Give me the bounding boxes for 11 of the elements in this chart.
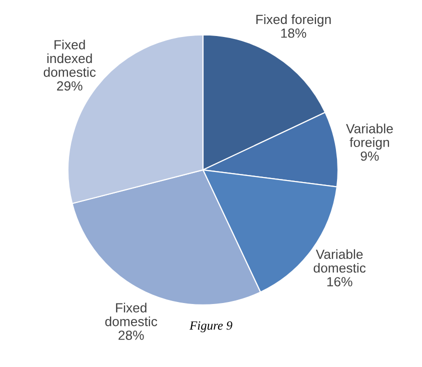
- caption: Figure 9: [189, 321, 232, 332]
- data-label: 18%: [281, 28, 306, 38]
- slice-label: Variable domestic: [314, 249, 366, 273]
- slice-label: Fixed foreign: [256, 14, 331, 27]
- slice-label: Variable foreign: [346, 124, 393, 150]
- slice-label: Fixed indexed domestic: [44, 40, 96, 77]
- data-label: 29%: [57, 81, 82, 91]
- data-label: 16%: [327, 277, 352, 286]
- slice-label: Fixed domestic: [105, 302, 158, 326]
- data-label: 28%: [118, 330, 144, 340]
- data-label: 9%: [360, 151, 379, 161]
